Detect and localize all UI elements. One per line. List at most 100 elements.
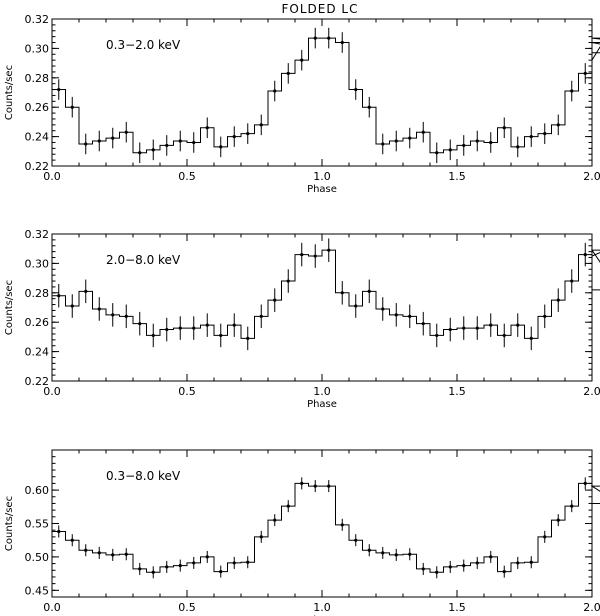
y-axis-label: Counts/sec (4, 496, 15, 551)
x-axis-label: Phase (307, 184, 337, 195)
y-tick-label: 0.32 (25, 13, 50, 26)
data-point (165, 143, 169, 148)
data-point (219, 570, 223, 574)
y-tick-label: 0.22 (25, 160, 50, 173)
data-point (489, 140, 493, 145)
data-point (151, 148, 155, 152)
data-point (192, 326, 196, 330)
data-point (273, 518, 277, 522)
data-point (354, 87, 358, 92)
data-point (516, 323, 520, 327)
light-curve-histogram (52, 37, 600, 154)
data-point (165, 565, 169, 569)
data-point (313, 254, 317, 258)
data-point (583, 71, 587, 75)
x-tick-label: 1.5 (448, 601, 466, 614)
y-tick-label: 0.28 (25, 72, 50, 85)
data-point (408, 136, 412, 140)
panel-soft-band: 0.0 0.5 1.0 1.5 2.0 0.22 0.24 0.26 0.28 0.30 0.32 P… (4, 13, 600, 195)
y-axis-label: Counts/sec (4, 65, 15, 120)
data-point (570, 279, 574, 283)
y-tick-label: 0.60 (25, 484, 50, 497)
x-tick-label: 0.5 (178, 170, 196, 183)
data-point (367, 289, 371, 293)
data-point (219, 145, 223, 149)
data-point (556, 518, 560, 522)
data-point (165, 327, 169, 332)
x-axis-label: Phase (307, 399, 337, 410)
data-point (502, 333, 506, 338)
energy-band-label: 2.0−8.0 keV (106, 253, 181, 267)
data-point (57, 87, 61, 92)
data-point (138, 322, 142, 326)
data-point (57, 529, 61, 534)
data-point (300, 58, 304, 62)
data-point (327, 248, 331, 252)
x-tick-label: 0.5 (178, 385, 196, 398)
data-point (462, 143, 466, 148)
data-point (111, 553, 115, 557)
y-tick-label: 0.30 (25, 257, 50, 270)
y-tick-label: 0.45 (25, 584, 50, 597)
x-tick-label: 2.0 (583, 170, 600, 183)
data-point (367, 105, 371, 109)
data-point (84, 548, 88, 552)
y-tick-label: 0.55 (25, 518, 50, 531)
y-tick-label: 0.30 (25, 42, 50, 55)
data-point (313, 36, 317, 40)
y-tick-label: 0.32 (25, 228, 50, 241)
x-tick-label: 1.5 (448, 385, 466, 398)
data-point (138, 567, 142, 571)
data-point (543, 314, 547, 318)
data-point (543, 535, 547, 539)
data-point (462, 326, 466, 330)
data-point (178, 326, 182, 330)
data-point (313, 484, 317, 488)
data-point (259, 535, 263, 539)
y-tick-label: 0.24 (25, 346, 50, 359)
data-point (124, 552, 128, 556)
data-point (421, 567, 425, 571)
data-point (300, 252, 304, 257)
data-point (124, 314, 128, 318)
data-point (583, 481, 587, 486)
data-point (556, 298, 560, 302)
data-point (354, 538, 358, 542)
panel-hard-band: 0.0 0.5 1.0 1.5 2.0 0.22 0.24 0.26 0.28 0.30 0.32 P… (4, 228, 600, 410)
data-point (367, 548, 371, 552)
data-point (246, 560, 250, 564)
data-point (570, 89, 574, 93)
data-point (381, 307, 385, 311)
x-tick-label: 1.0 (313, 385, 331, 398)
x-tick-label: 0.5 (178, 601, 196, 614)
data-point (556, 123, 560, 127)
data-point (502, 570, 506, 574)
data-point (475, 561, 479, 565)
data-point (232, 561, 236, 565)
data-point (124, 130, 128, 134)
data-point (192, 140, 196, 145)
data-point (259, 123, 263, 127)
data-point (529, 336, 533, 340)
y-tick-label: 0.26 (25, 101, 50, 114)
data-point (97, 551, 101, 555)
data-point (381, 142, 385, 146)
data-point (421, 322, 425, 326)
x-tick-label: 2.0 (583, 601, 600, 614)
data-point (205, 126, 209, 130)
data-point (448, 148, 452, 152)
data-point (543, 132, 547, 136)
data-point (516, 561, 520, 565)
energy-band-label: 0.3−8.0 keV (106, 469, 181, 483)
data-point (178, 139, 182, 143)
data-point (489, 323, 493, 327)
y-tick-label: 0.26 (25, 316, 50, 329)
data-point (205, 555, 209, 559)
y-tick-label: 0.50 (25, 551, 50, 564)
data-point (408, 314, 412, 318)
data-point (529, 560, 533, 564)
x-tick-label: 1.0 (313, 170, 331, 183)
data-point (475, 139, 479, 143)
data-point (583, 252, 587, 257)
data-point (70, 304, 74, 308)
